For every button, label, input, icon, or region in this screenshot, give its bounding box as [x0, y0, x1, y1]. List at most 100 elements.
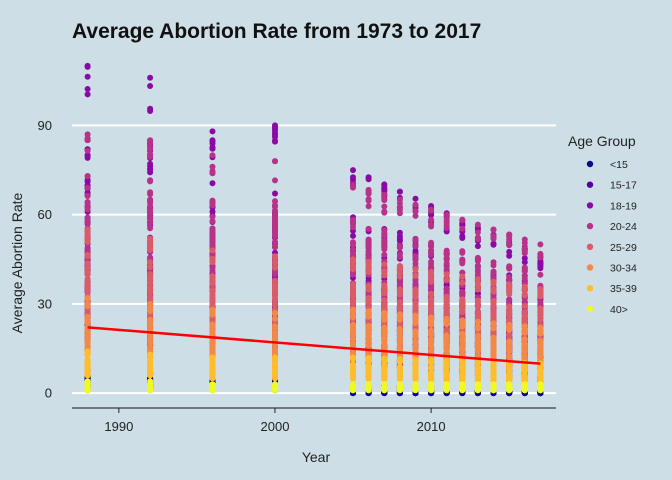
- data-point: [272, 177, 278, 184]
- data-point: [412, 359, 419, 365]
- data-point: [272, 360, 278, 367]
- data-point: [412, 387, 419, 393]
- data-point: [459, 307, 466, 314]
- data-point: [412, 208, 419, 214]
- data-point: [381, 209, 388, 216]
- data-point: [396, 337, 403, 344]
- data-point: [209, 218, 216, 225]
- data-point: [209, 381, 216, 388]
- data-point: [209, 364, 216, 371]
- data-point: [209, 264, 216, 271]
- data-point: [396, 286, 403, 293]
- data-point: [396, 244, 403, 251]
- data-point: [443, 386, 450, 393]
- data-point: [396, 264, 403, 271]
- data-point: [381, 324, 388, 331]
- data-point: [428, 290, 435, 297]
- data-point: [272, 271, 278, 278]
- data-point: [428, 305, 435, 312]
- data-point: [272, 207, 278, 214]
- data-point: [84, 253, 91, 260]
- data-point: [272, 232, 278, 239]
- data-point: [381, 197, 388, 204]
- data-point: [147, 243, 154, 250]
- data-point: [474, 313, 481, 320]
- data-point: [209, 208, 216, 215]
- data-point: [412, 333, 419, 340]
- data-point: [474, 344, 481, 351]
- data-point: [443, 357, 450, 364]
- data-point: [459, 358, 466, 365]
- data-point: [84, 233, 91, 240]
- data-point: [209, 140, 216, 147]
- data-point: [381, 232, 388, 239]
- data-point: [381, 305, 388, 312]
- data-point: [147, 303, 154, 310]
- data-point: [350, 360, 356, 367]
- data-point: [272, 348, 278, 355]
- data-point: [428, 384, 435, 391]
- data-point: [474, 221, 481, 228]
- data-point: [443, 302, 450, 309]
- data-point: [84, 147, 91, 154]
- data-point: [84, 193, 91, 199]
- data-point: [381, 340, 388, 347]
- data-point: [459, 319, 466, 326]
- data-point: [272, 158, 278, 165]
- data-point: [84, 63, 91, 70]
- data-point: [209, 213, 216, 220]
- data-point: [459, 334, 466, 341]
- data-point: [350, 258, 356, 265]
- data-point: [412, 366, 419, 373]
- data-point: [381, 357, 388, 364]
- data-point: [147, 284, 154, 290]
- data-point: [350, 224, 356, 231]
- data-point: [84, 204, 91, 211]
- chart-title: Average Abortion Rate from 1973 to 2017: [72, 20, 481, 43]
- data-point: [428, 207, 435, 214]
- data-point: [474, 334, 481, 341]
- data-point: [459, 300, 466, 307]
- data-point: [272, 217, 278, 224]
- data-point: [350, 246, 356, 253]
- data-point: [396, 254, 403, 260]
- data-point: [84, 86, 91, 92]
- data-point: [147, 220, 154, 227]
- data-point: [147, 74, 154, 81]
- data-point: [412, 201, 419, 208]
- data-point: [272, 125, 278, 132]
- data-point: [147, 166, 154, 173]
- data-point: [381, 385, 388, 392]
- data-point: [459, 288, 466, 295]
- data-point: [412, 243, 419, 250]
- data-point: [428, 284, 435, 291]
- data-point: [428, 373, 435, 380]
- data-point: [147, 362, 154, 369]
- data-point: [396, 280, 403, 287]
- grid-lines: [72, 124, 556, 395]
- data-point: [459, 366, 466, 373]
- data-point: [365, 282, 372, 289]
- data-point: [459, 249, 466, 256]
- data-point: [396, 383, 403, 390]
- data-point: [396, 316, 403, 323]
- data-point: [443, 287, 450, 294]
- data-point: [84, 154, 91, 161]
- data-point: [474, 323, 481, 330]
- data-point: [412, 381, 419, 388]
- data-point: [428, 336, 435, 343]
- data-point: [365, 266, 372, 273]
- data-point: [396, 331, 403, 338]
- data-point: [84, 239, 91, 246]
- data-point: [272, 299, 278, 306]
- data-point: [474, 256, 481, 263]
- data-point: [209, 163, 216, 170]
- data-point: [490, 226, 497, 233]
- data-point: [272, 342, 278, 349]
- data-point: [365, 343, 372, 349]
- data-point: [381, 375, 388, 382]
- data-point: [381, 272, 388, 279]
- data-point: [350, 240, 356, 247]
- data-point: [147, 308, 154, 315]
- data-point: [84, 384, 91, 391]
